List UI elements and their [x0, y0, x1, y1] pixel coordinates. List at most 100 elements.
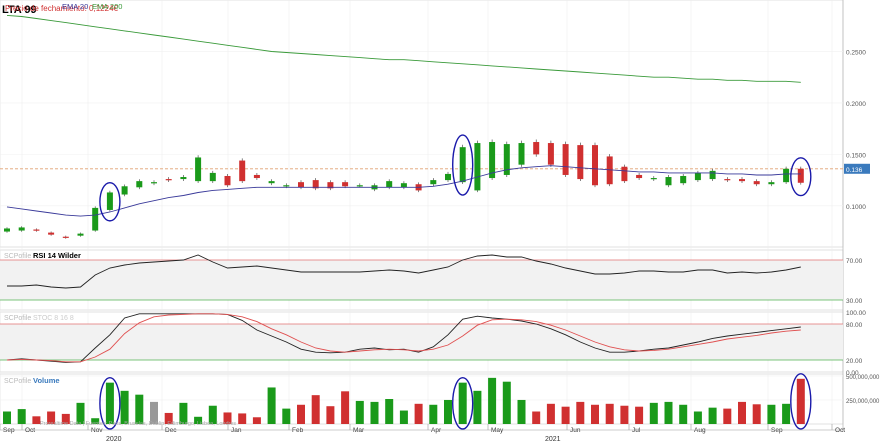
volume-bar [399, 410, 408, 424]
price-candle [195, 157, 202, 182]
volume-bar [473, 390, 482, 424]
ema-200-line [6, 14, 801, 83]
price-candle [783, 168, 790, 183]
price-candle [518, 143, 525, 165]
volume-bar [693, 411, 702, 424]
price-candle [489, 142, 496, 179]
volume-bar [135, 394, 144, 424]
volume-bar [752, 404, 761, 424]
price-candle [503, 144, 510, 175]
price-candle [533, 142, 540, 155]
price-candle [753, 181, 760, 185]
price-candle [48, 232, 55, 235]
volume-bar [3, 411, 11, 424]
rsi-band-fill [0, 260, 843, 300]
volume-bar [47, 411, 56, 424]
stoch-panel-title: STOC 8 16 8 [33, 315, 74, 322]
price-candle [445, 173, 451, 181]
price-candle [474, 143, 481, 191]
volume-bar [208, 405, 217, 424]
volume-bar [591, 404, 599, 424]
volume-panel-title: Volume [33, 376, 60, 385]
volume-bar [620, 405, 629, 424]
volume-panel-source: SCPofile [4, 378, 31, 385]
highlight-circle-volume [452, 376, 474, 430]
volume-bar [576, 401, 585, 424]
price-candle [592, 145, 598, 186]
price-candle [547, 143, 554, 165]
volume-bar [458, 382, 467, 424]
volume-bar [546, 403, 555, 424]
ema-20-line [6, 165, 801, 217]
volume-bar [238, 413, 247, 424]
highlight-circle-volume [99, 376, 121, 430]
price-candle [92, 207, 99, 231]
price-candle [606, 156, 613, 185]
month-label: Sep [3, 427, 15, 434]
volume-bar [297, 404, 305, 424]
month-label: Jan [231, 427, 242, 434]
price-candle [106, 192, 113, 210]
price-candle [621, 166, 628, 182]
price-candle [636, 174, 643, 179]
last-price-tag [844, 163, 870, 174]
legend-ema-fast: EMA 20 [62, 2, 88, 11]
month-label: May [491, 427, 504, 434]
panel-frame [0, 0, 844, 248]
volume-bar [635, 406, 644, 424]
price-candle [430, 180, 437, 185]
price-candle [400, 183, 407, 188]
month-label: Sep [771, 427, 783, 434]
price-candle [327, 182, 334, 189]
price-candle [136, 181, 143, 188]
volume-bar [120, 390, 129, 424]
price-candle [577, 145, 584, 180]
volume-bar [150, 401, 158, 424]
price-candle [4, 228, 10, 232]
price-candle [650, 178, 657, 180]
volume-bar [723, 408, 732, 424]
price-candle [562, 144, 569, 175]
price-candle [739, 179, 745, 182]
volume-bar [605, 403, 614, 424]
price-candle [797, 168, 804, 183]
month-label: Feb [292, 427, 304, 434]
volume-bar [194, 416, 203, 424]
price-candle [121, 186, 128, 195]
volume-bar [532, 411, 541, 424]
price-candle [298, 182, 304, 188]
price-candle [665, 177, 672, 186]
price-candle [209, 172, 216, 182]
rsi-tick-label: 70.00 [846, 258, 863, 265]
price-candle [768, 182, 775, 185]
volume-tick-label: 500,000,000 [846, 375, 880, 381]
volume-bar [708, 407, 717, 424]
volume-bar [341, 391, 350, 424]
volume-bar [326, 406, 335, 424]
month-label: Jun [570, 427, 581, 434]
price-candle [18, 227, 25, 231]
price-candle [180, 177, 187, 180]
price-candle [724, 179, 731, 181]
rsi-panel-source: SCPofile [4, 253, 31, 260]
stoch-tick-label: 0.00 [846, 370, 859, 377]
volume-bar [252, 417, 261, 424]
price-candle [680, 175, 687, 184]
volume-bar [267, 387, 276, 424]
volume-bar [414, 403, 423, 424]
month-label: Mar [353, 427, 365, 434]
stoch-tick-label: 80.00 [846, 322, 863, 329]
volume-bar [164, 412, 173, 424]
volume-bar [649, 402, 658, 424]
highlight-circle-price [99, 181, 121, 222]
volume-bar [796, 378, 805, 424]
price-candle [77, 233, 84, 236]
month-label: Dec [165, 427, 177, 434]
volume-bar [429, 404, 438, 424]
highlight-circle-volume [790, 373, 812, 430]
ticker-label: LTA 99 [2, 4, 37, 16]
volume-bar [517, 399, 526, 424]
month-label: Aug [694, 427, 706, 434]
close-price-subtitle: Precio de fechamiento: 0,1224€ [5, 4, 119, 13]
